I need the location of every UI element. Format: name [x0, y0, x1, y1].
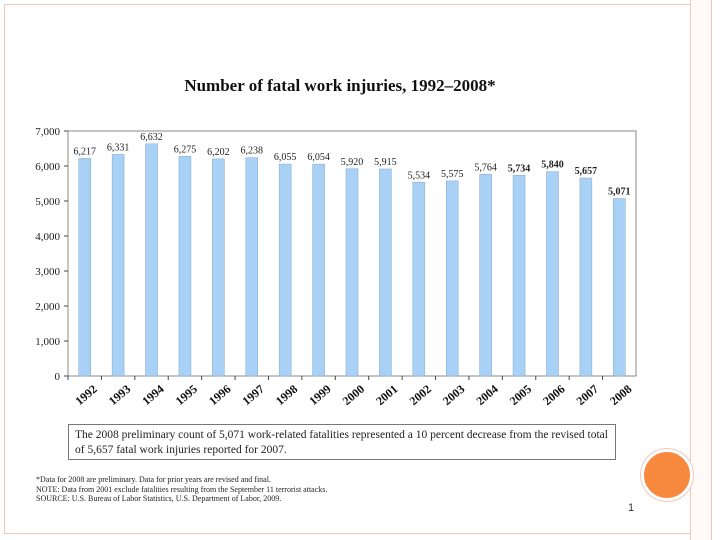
bar-2006 — [546, 171, 559, 377]
data-label-2004: 5,764 — [474, 162, 497, 173]
data-label-1999: 6,054 — [307, 152, 330, 163]
bar-2004 — [479, 174, 492, 377]
x-tick-label-1998: 1998 — [273, 382, 300, 408]
note-box: The 2008 preliminary count of 5,071 work… — [68, 424, 616, 460]
x-tick-label-1999: 1999 — [306, 382, 333, 408]
y-tick-label: 5,000 — [35, 196, 60, 208]
x-tick-label-1997: 1997 — [240, 382, 267, 408]
x-tick-label-2003: 2003 — [440, 382, 467, 408]
bar-2001 — [379, 168, 392, 377]
bar-2005 — [512, 175, 526, 377]
chart-title: Number of fatal work injuries, 1992–2008… — [184, 76, 496, 95]
bar-1997 — [245, 157, 259, 377]
data-label-2006: 5,840 — [541, 160, 564, 171]
y-tick-label: 0 — [55, 371, 61, 383]
bar-1994 — [145, 143, 158, 377]
data-label-2001: 5,915 — [374, 157, 397, 168]
x-tick-label-2007: 2007 — [574, 382, 601, 408]
y-tick-label: 3,000 — [35, 266, 60, 278]
bar-1992 — [78, 158, 91, 377]
bar-1998 — [278, 163, 292, 377]
bar-2000 — [345, 168, 359, 377]
y-tick-label: 1,000 — [35, 336, 60, 348]
bar-1995 — [178, 156, 192, 377]
page-number: 1 — [628, 502, 635, 514]
bar-1999 — [312, 163, 325, 377]
x-tick-label-2005: 2005 — [507, 382, 534, 408]
x-tick-label-2002: 2002 — [407, 382, 434, 408]
bar-2003 — [445, 180, 459, 377]
data-label-2008: 5,071 — [608, 187, 631, 198]
note-text: The 2008 preliminary count of 5,071 work… — [75, 429, 608, 456]
data-label-2005: 5,734 — [508, 163, 531, 174]
footnote-source: SOURCE: U.S. Bureau of Labor Statistics,… — [36, 494, 282, 503]
decorative-circle — [641, 449, 693, 501]
data-label-2003: 5,575 — [441, 169, 464, 180]
footnotes: *Data for 2008 are preliminary. Data for… — [36, 475, 327, 504]
x-tick-label-1994: 1994 — [139, 382, 166, 408]
data-label-1996: 6,202 — [207, 147, 230, 158]
data-label-1998: 6,055 — [274, 152, 297, 163]
bar-1996 — [212, 158, 225, 377]
data-label-1995: 6,275 — [174, 144, 197, 155]
data-label-1992: 6,217 — [73, 146, 96, 157]
data-label-2002: 5,534 — [408, 170, 431, 181]
footnote-preliminary: *Data for 2008 are preliminary. Data for… — [36, 475, 271, 484]
footnote-note: NOTE: Data from 2001 exclude fatalities … — [36, 484, 328, 494]
x-tick-label-2008: 2008 — [607, 382, 634, 408]
x-tick-label-1993: 1993 — [106, 382, 133, 408]
x-tick-label-2006: 2006 — [540, 382, 567, 408]
bar-1993 — [111, 154, 125, 377]
data-label-2000: 5,920 — [341, 157, 364, 168]
x-tick-label-1992: 1992 — [72, 382, 99, 408]
x-tick-label-2000: 2000 — [340, 382, 367, 408]
y-tick-label: 2,000 — [35, 301, 60, 313]
x-tick-label-2004: 2004 — [473, 382, 500, 408]
y-tick-label: 7,000 — [35, 126, 60, 138]
data-label-1993: 6,331 — [107, 142, 130, 153]
slide-side-border — [690, 0, 712, 540]
data-label-1994: 6,632 — [140, 132, 163, 143]
bar-2008 — [613, 198, 626, 377]
bar-2007 — [579, 177, 593, 377]
bar-2002 — [412, 182, 426, 377]
x-tick-label-1995: 1995 — [173, 382, 200, 408]
y-tick-label: 6,000 — [35, 161, 60, 173]
x-tick-label-1996: 1996 — [206, 382, 233, 408]
data-label-1997: 6,238 — [241, 146, 264, 157]
y-tick-label: 4,000 — [35, 231, 60, 243]
data-label-2007: 5,657 — [575, 166, 598, 177]
x-tick-label-2001: 2001 — [373, 382, 400, 408]
bar-chart: 0 1,000 2,000 3,000 4,000 5,000 6,000 7,000 6,21… — [35, 126, 637, 408]
